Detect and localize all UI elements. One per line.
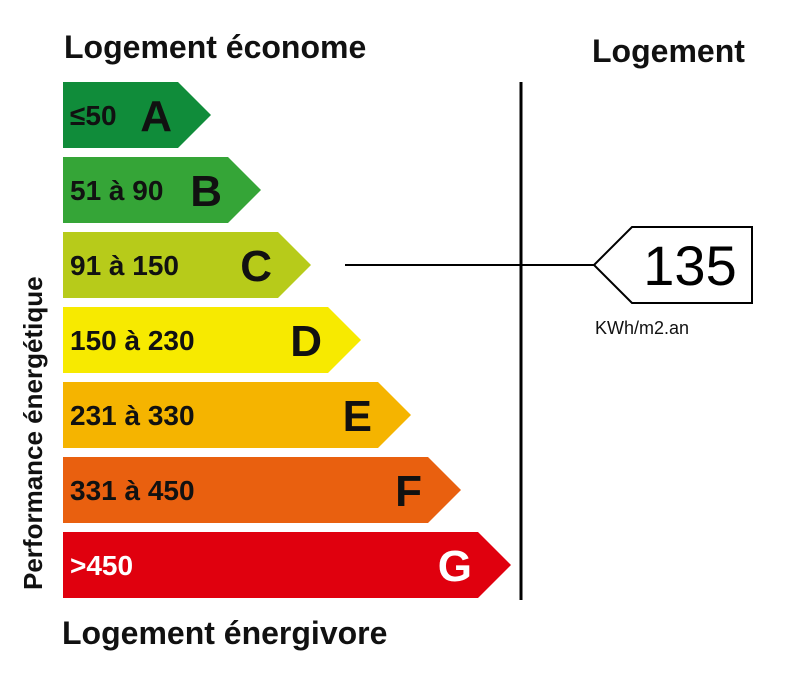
class-letter: A [140,92,172,141]
class-bar-shape [63,157,261,223]
class-letter: F [395,467,422,516]
class-range-label: ≤50 [70,100,117,131]
class-bars: ≤50 A 51 à 90 B 91 à 150 C 150 à 230 D 231 à 330… [63,82,511,598]
class-bar-shape [63,532,511,598]
class-bar-g: >450 G [63,532,511,598]
value-indicator-box [592,226,753,304]
class-letter: E [343,392,372,441]
class-range-label: 150 à 230 [70,325,195,356]
header-dwelling: Logement [592,33,745,69]
class-bar-b: 51 à 90 B [63,157,261,223]
consumption-value: 135 [643,234,736,297]
class-bar-f: 331 à 450 F [63,457,461,523]
class-bar-shape [63,382,411,448]
side-label: Performance énergétique [18,276,48,590]
class-letter: B [190,167,222,216]
class-letter: G [438,542,472,591]
header-energy-intensive: Logement énergivore [62,615,387,651]
class-bar-shape [63,307,361,373]
class-bar-shape [63,232,311,298]
class-letter: D [290,317,322,366]
class-range-label: 51 à 90 [70,175,163,206]
class-letter: C [240,242,272,291]
class-range-label: 231 à 330 [70,400,195,431]
header-economical: Logement économe [64,29,366,65]
class-bar-a: ≤50 A [63,82,211,148]
class-bar-e: 231 à 330 E [63,382,411,448]
class-range-label: 331 à 450 [70,475,195,506]
class-bar-d: 150 à 230 D [63,307,361,373]
class-bar-c: 91 à 150 C [63,232,311,298]
consumption-unit: KWh/m2.an [595,318,689,338]
class-range-label: >450 [70,550,133,581]
class-bar-shape [63,82,211,148]
class-bar-shape [63,457,461,523]
class-range-label: 91 à 150 [70,250,179,281]
